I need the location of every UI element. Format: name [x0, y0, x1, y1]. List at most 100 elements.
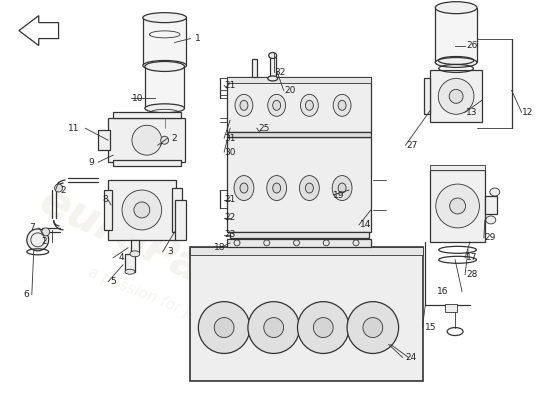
Ellipse shape	[145, 62, 184, 72]
Bar	[104, 190, 112, 230]
Text: 2: 2	[41, 237, 47, 246]
Ellipse shape	[435, 58, 477, 68]
Ellipse shape	[267, 176, 287, 200]
Bar	[430, 170, 485, 242]
Ellipse shape	[240, 183, 248, 193]
Bar	[125, 254, 135, 272]
Text: 17: 17	[466, 253, 478, 262]
Ellipse shape	[333, 94, 351, 116]
Bar	[190, 247, 424, 381]
Circle shape	[450, 198, 465, 214]
Circle shape	[42, 228, 50, 236]
Bar	[270, 56, 276, 78]
Text: 9: 9	[89, 158, 94, 167]
Bar	[131, 240, 139, 252]
Text: a passion for performance: a passion for performance	[86, 265, 278, 354]
Ellipse shape	[273, 100, 280, 110]
Text: 2: 2	[60, 186, 67, 194]
Ellipse shape	[273, 183, 280, 193]
Text: 28: 28	[466, 270, 477, 279]
Text: 5: 5	[110, 277, 116, 286]
Ellipse shape	[305, 100, 313, 110]
Circle shape	[132, 125, 162, 155]
Ellipse shape	[240, 100, 248, 110]
Bar	[430, 70, 482, 122]
Ellipse shape	[435, 2, 477, 14]
Bar	[230, 232, 369, 238]
Text: 27: 27	[407, 141, 418, 150]
Text: 23: 23	[224, 230, 236, 239]
Ellipse shape	[332, 176, 352, 200]
Bar	[227, 132, 371, 137]
Circle shape	[314, 318, 333, 338]
Bar	[190, 247, 424, 255]
Text: 10: 10	[132, 94, 144, 103]
Text: 24: 24	[405, 353, 416, 362]
Text: 13: 13	[466, 108, 478, 117]
Text: 1: 1	[195, 34, 200, 43]
Bar	[143, 18, 186, 66]
Circle shape	[199, 302, 250, 354]
Text: 6: 6	[23, 290, 29, 299]
Ellipse shape	[486, 216, 496, 224]
Text: 21: 21	[224, 81, 236, 90]
Text: 16: 16	[437, 287, 448, 296]
Circle shape	[134, 202, 150, 218]
Text: euroParts: euroParts	[33, 179, 272, 321]
Text: 2: 2	[172, 134, 177, 143]
Circle shape	[54, 184, 63, 192]
Bar	[252, 60, 257, 78]
Ellipse shape	[145, 104, 184, 113]
Text: 3: 3	[168, 247, 173, 256]
Ellipse shape	[268, 76, 278, 81]
Circle shape	[298, 302, 349, 354]
Ellipse shape	[27, 229, 48, 251]
Text: 29: 29	[484, 233, 496, 242]
Ellipse shape	[234, 176, 254, 200]
Ellipse shape	[490, 188, 500, 196]
Text: 11: 11	[68, 124, 79, 133]
Bar	[174, 200, 186, 240]
Text: 25: 25	[258, 124, 270, 133]
Bar	[113, 160, 180, 166]
Bar	[485, 196, 497, 214]
Circle shape	[436, 184, 480, 228]
Bar	[425, 78, 430, 114]
Bar	[98, 130, 110, 150]
Ellipse shape	[269, 52, 277, 58]
Ellipse shape	[300, 94, 318, 116]
Text: 22: 22	[224, 214, 236, 222]
Text: 7: 7	[29, 224, 35, 232]
Ellipse shape	[338, 183, 346, 193]
Text: 30: 30	[224, 148, 236, 157]
Bar	[227, 78, 371, 84]
Text: 20: 20	[284, 86, 295, 95]
Text: 26: 26	[466, 41, 477, 50]
Bar	[445, 304, 457, 312]
Circle shape	[438, 78, 474, 114]
Circle shape	[449, 89, 463, 103]
Circle shape	[264, 318, 284, 338]
Text: 21: 21	[224, 196, 236, 204]
Bar	[113, 112, 180, 118]
Text: 19: 19	[333, 190, 345, 200]
Circle shape	[214, 318, 234, 338]
Ellipse shape	[143, 13, 186, 23]
Text: 4: 4	[118, 253, 124, 262]
Ellipse shape	[305, 183, 313, 193]
Bar	[227, 239, 371, 247]
Bar	[227, 137, 371, 232]
Bar	[145, 66, 184, 108]
Ellipse shape	[125, 269, 135, 274]
Text: 8: 8	[102, 196, 108, 204]
Ellipse shape	[143, 60, 186, 70]
Circle shape	[347, 302, 399, 354]
Ellipse shape	[130, 251, 140, 257]
Bar	[227, 78, 371, 132]
Bar	[108, 180, 175, 240]
Circle shape	[248, 302, 300, 354]
Bar	[108, 118, 185, 162]
Ellipse shape	[300, 176, 320, 200]
Bar	[172, 188, 182, 232]
Ellipse shape	[338, 100, 346, 110]
